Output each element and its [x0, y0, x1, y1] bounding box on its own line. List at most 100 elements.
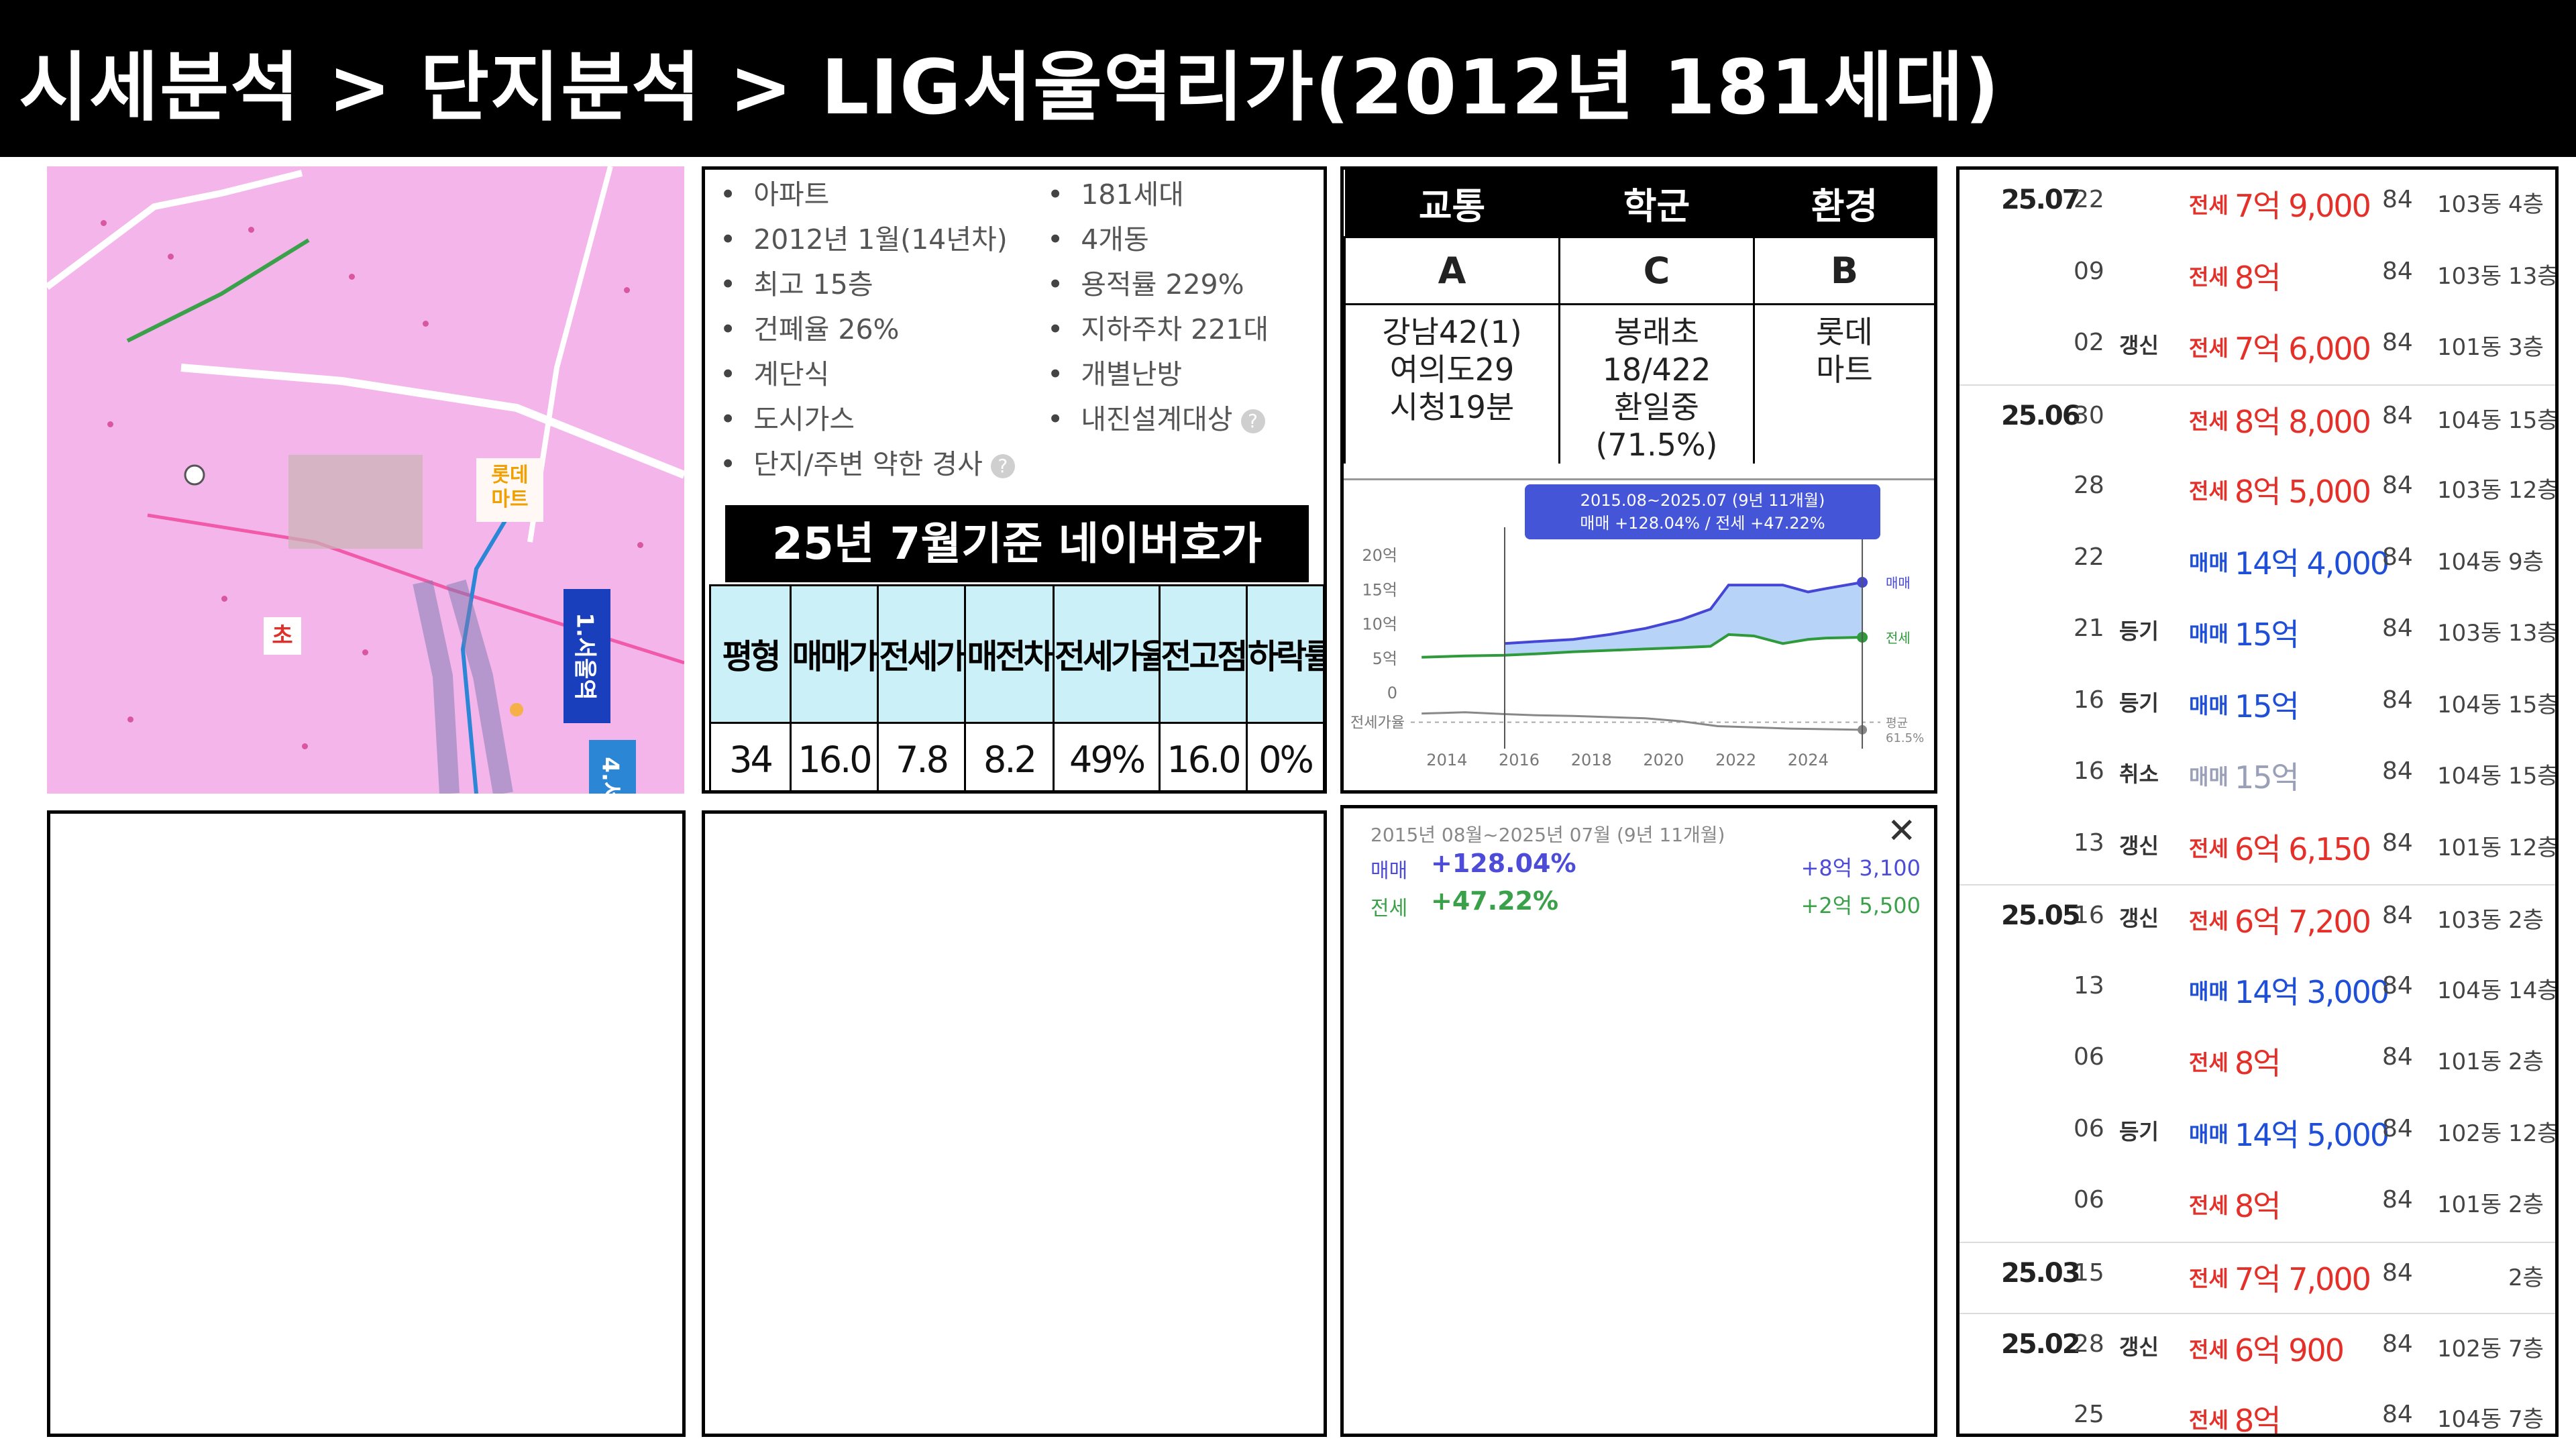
detail-line: 강남42(1): [1382, 313, 1522, 350]
naver-price-table: 평형 매매가 전세가 매전차 전세가율 전고점 하락률 34 16.0 7.8 …: [709, 584, 1324, 790]
trade-type: 전세: [2189, 1050, 2229, 1075]
transaction-row[interactable]: 25.06 30 전세 8억 8,000 84 104동 15층: [1960, 384, 2555, 455]
transaction-row[interactable]: 13 매매 14억 3,000 84 104동 14층: [1960, 956, 2555, 1027]
trade-day: 13: [2074, 828, 2104, 857]
series-line-jeonse: [1421, 633, 1863, 659]
trade-area: 84: [2382, 1258, 2413, 1287]
trade-type: 전세: [2189, 408, 2229, 434]
trade-price: 6억 7,200: [2235, 904, 2371, 940]
summary-label: 전세: [1371, 897, 1408, 920]
trade-price: 7억 9,000: [2235, 188, 2371, 224]
trade-tag: 갱신: [2119, 333, 2159, 358]
location-map[interactable]: 초 롯데 마트 1.서울역 4.서울역: [47, 166, 684, 794]
trade-floor: 13층: [2508, 262, 2559, 290]
trade-tag: 등기: [2119, 1118, 2159, 1144]
transaction-row[interactable]: 16 등기 매매 15억 84 104동 15층: [1960, 670, 2555, 741]
trade-type: 전세: [2189, 908, 2229, 934]
trade-area: 84: [2382, 757, 2413, 785]
transaction-row[interactable]: 06 등기 매매 14억 5,000 84 102동 12층: [1960, 1099, 2555, 1170]
map-drawing: [47, 166, 684, 794]
table-cell: 0%: [1246, 722, 1324, 790]
close-icon[interactable]: ✕: [1887, 811, 1917, 851]
trade-day: 15: [2074, 1258, 2104, 1287]
transaction-row[interactable]: 13 갱신 전세 6억 6,150 84 101동 12층: [1960, 813, 2555, 884]
info-item: 용적률 229%: [1047, 262, 1269, 307]
complex-info-panel: 아파트 2012년 1월(14년차) 최고 15층 건폐율 26% 계단식 도시…: [702, 166, 1327, 794]
detail-line: 환일중: [1614, 388, 1699, 425]
help-icon[interactable]: ?: [990, 454, 1015, 478]
map-poi: [624, 287, 630, 293]
trade-price: 7억 6,000: [2235, 331, 2371, 367]
table-header-cell: 매전차: [964, 584, 1055, 724]
map-poi: [637, 542, 643, 548]
trade-area: 84: [2382, 1400, 2413, 1428]
price-chart[interactable]: 20억 15억 10억 5억 0 2014 2016 2018 2020 2022 2024 전세가율…: [1344, 478, 1934, 790]
rail-yard: [413, 580, 460, 794]
y-tick-label: 15억: [1362, 580, 1397, 599]
trade-day: 16: [2074, 686, 2104, 714]
transaction-row[interactable]: 21 등기 매매 15억 84 103동 13층: [1960, 598, 2555, 669]
trade-area: 84: [2382, 1330, 2413, 1358]
transaction-row[interactable]: 22 매매 14억 4,000 84 104동 9층: [1960, 527, 2555, 598]
trade-area: 84: [2382, 472, 2413, 499]
trade-dong: 103동: [2437, 620, 2502, 647]
trade-price: 14억 4,000: [2235, 545, 2390, 582]
detail-school: 봉래초 18/422 환일중 (71.5%): [1558, 304, 1755, 464]
ratings-grade-row: A C B: [1344, 235, 1934, 305]
x-tick-label: 2022: [1715, 751, 1756, 769]
trade-dong: 104동: [2437, 548, 2502, 576]
trade-floor: 7층: [2508, 1405, 2544, 1433]
trade-type: 전세: [2189, 193, 2229, 218]
trade-type: 매매: [2189, 764, 2229, 790]
ratings-panel: 교통 학군 환경 A C B 강남42(1) 여의도29 시청19분 봉래초 1…: [1340, 166, 1937, 794]
trade-dong: 103동: [2437, 477, 2502, 504]
transaction-row[interactable]: 09 전세 8억 84 103동 13층: [1960, 241, 2555, 313]
help-icon[interactable]: ?: [1240, 409, 1265, 433]
transaction-row[interactable]: 28 전세 8억 5,000 84 103동 12층: [1960, 455, 2555, 527]
transaction-row[interactable]: 25.05 16 갱신 전세 6억 7,200 84 103동 2층: [1960, 884, 2555, 955]
trade-date: 25.06: [2001, 400, 2081, 431]
transaction-row[interactable]: 16 취소 매매 15억 84 104동 15층: [1960, 741, 2555, 812]
map-marker: [510, 703, 523, 716]
info-item: 계단식: [720, 352, 1015, 397]
transaction-row[interactable]: 02 갱신 전세 7억 6,000 84 101동 3층: [1960, 313, 2555, 384]
trade-price: 14억 3,000: [2235, 973, 2390, 1010]
transaction-row[interactable]: 25.07 22 전세 7억 9,000 84 103동 4층: [1960, 170, 2555, 241]
map-poi: [127, 716, 133, 722]
transaction-row[interactable]: 06 전세 8억 84 101동 2층: [1960, 1027, 2555, 1098]
change-summary-panel: 2015년 08월~2025년 07월 (9년 11개월) ✕ 매매 +128.…: [1340, 805, 1937, 1437]
end-label-ratio-bottom: 61.5%: [1886, 731, 1924, 745]
grade-school: C: [1558, 235, 1755, 305]
trade-floor: 15층: [2508, 691, 2559, 718]
detail-line: 봉래초: [1614, 313, 1699, 350]
trade-day: 30: [2074, 401, 2104, 429]
trade-tag: 갱신: [2119, 833, 2159, 859]
transaction-row[interactable]: 25.03 15 전세 7억 7,000 84 2층: [1960, 1241, 2555, 1313]
trade-day: 16: [2074, 902, 2104, 929]
rating-header-environment: 환경: [1754, 170, 1934, 237]
trade-price: 8억 8,000: [2235, 403, 2371, 440]
detail-transport: 강남42(1) 여의도29 시청19분: [1344, 304, 1560, 464]
trade-dong: 102동: [2437, 1336, 2502, 1362]
trade-date: 25.02: [2001, 1329, 2081, 1360]
empty-box-middle: [702, 810, 1327, 1437]
transaction-row[interactable]: 25.02 28 갱신 전세 6억 900 84 102동 7층: [1960, 1313, 2555, 1384]
trade-price: 8억: [2235, 259, 2282, 296]
info-item-text: 단지/주변 약한 경사: [753, 448, 983, 480]
trade-type: 전세: [2189, 264, 2229, 290]
summary-pct: +47.22%: [1431, 886, 1559, 916]
transaction-row[interactable]: 06 전세 8억 84 101동 2층: [1960, 1170, 2555, 1241]
trade-area: 84: [2382, 902, 2413, 929]
trade-type: 전세: [2189, 335, 2229, 361]
summary-row-jeonse: 전세 +47.22% +2억 5,500: [1371, 886, 1921, 924]
subway-line: [126, 238, 310, 343]
summary-period: 2015년 08월~2025년 07월 (9년 11개월): [1371, 824, 1725, 846]
trade-day: 06: [2074, 1186, 2104, 1214]
transaction-row[interactable]: 25 전세 8억 84 104동 7층: [1960, 1385, 2555, 1434]
detail-line: (71.5%): [1595, 426, 1718, 463]
trade-type: 매매: [2189, 1121, 2229, 1147]
trade-area: 84: [2382, 257, 2413, 285]
table-header-cell: 전고점: [1159, 584, 1248, 724]
table-cell: 8.2: [964, 722, 1055, 790]
trade-type: 매매: [2189, 549, 2229, 576]
